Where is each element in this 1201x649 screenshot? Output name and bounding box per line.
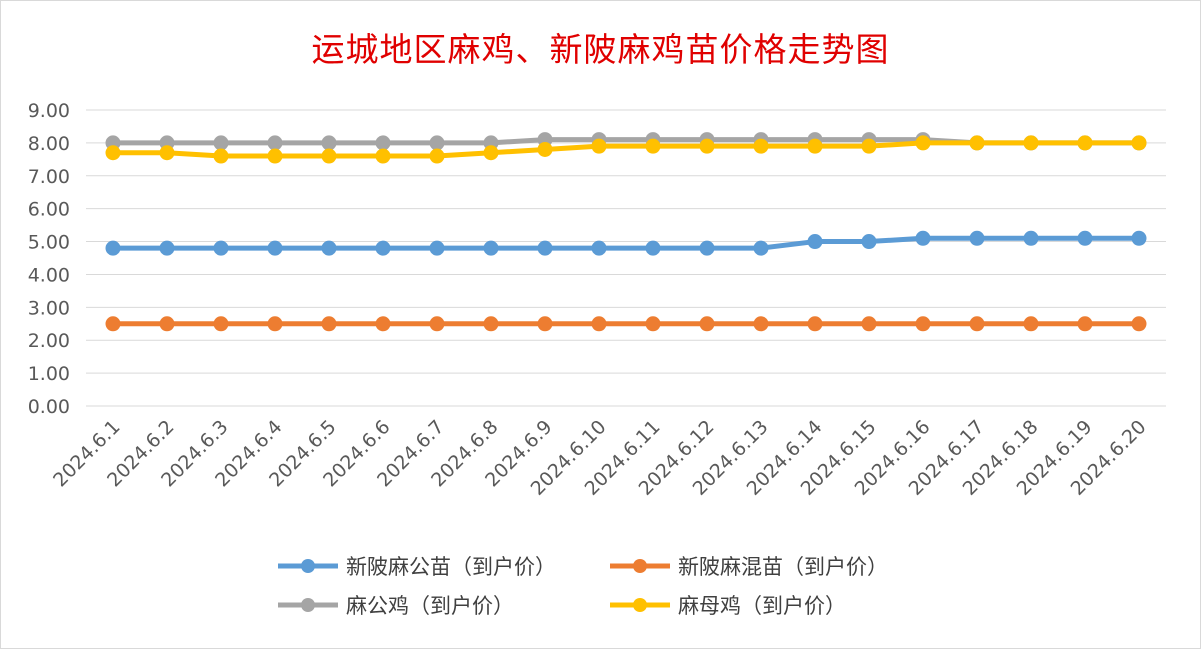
data-point: [375, 148, 391, 164]
data-point: [159, 240, 175, 256]
data-point: [753, 138, 769, 154]
data-point: [213, 316, 229, 332]
data-point: [213, 135, 229, 151]
data-point: [753, 316, 769, 332]
data-point: [321, 148, 337, 164]
y-tick-label: 0.00: [28, 396, 70, 418]
data-point: [591, 316, 607, 332]
data-point: [105, 145, 121, 161]
data-point: [267, 316, 283, 332]
data-point: [321, 316, 337, 332]
data-point: [375, 240, 391, 256]
legend-label: 新陂麻公苗（到户价）: [346, 555, 556, 579]
y-tick-label: 2.00: [28, 330, 70, 352]
data-point: [429, 148, 445, 164]
data-point: [969, 316, 985, 332]
data-point: [537, 141, 553, 157]
legend-label: 麻母鸡（到户价）: [678, 594, 846, 618]
data-point: [645, 316, 661, 332]
y-tick-label: 1.00: [28, 363, 70, 385]
chart-title: 运城地区麻鸡、新陂麻鸡苗价格走势图: [311, 30, 890, 69]
y-tick-label: 6.00: [28, 199, 70, 221]
data-point: [969, 230, 985, 246]
data-point: [483, 316, 499, 332]
data-point: [861, 234, 877, 250]
data-point: [267, 148, 283, 164]
data-point: [321, 135, 337, 151]
legend-swatch-marker: [633, 598, 647, 612]
data-point: [807, 138, 823, 154]
data-point: [159, 316, 175, 332]
data-point: [591, 138, 607, 154]
legend-label: 麻公鸡（到户价）: [346, 594, 514, 618]
y-tick-label: 5.00: [28, 232, 70, 254]
data-point: [483, 240, 499, 256]
data-point: [807, 234, 823, 250]
data-point: [1077, 230, 1093, 246]
y-tick-label: 7.00: [28, 166, 70, 188]
data-point: [267, 135, 283, 151]
data-point: [1077, 316, 1093, 332]
data-point: [429, 316, 445, 332]
data-point: [807, 316, 823, 332]
data-point: [375, 135, 391, 151]
data-point: [1131, 135, 1147, 151]
data-point: [861, 316, 877, 332]
data-point: [915, 230, 931, 246]
data-point: [699, 138, 715, 154]
data-point: [861, 138, 877, 154]
legend-swatch-marker: [633, 559, 647, 573]
data-point: [1023, 316, 1039, 332]
data-point: [645, 240, 661, 256]
y-tick-label: 8.00: [28, 133, 70, 155]
data-point: [1023, 230, 1039, 246]
data-point: [105, 240, 121, 256]
data-point: [915, 316, 931, 332]
data-point: [1131, 230, 1147, 246]
data-point: [321, 240, 337, 256]
data-point: [591, 240, 607, 256]
data-point: [645, 138, 661, 154]
data-point: [429, 135, 445, 151]
legend-swatch-marker: [301, 598, 315, 612]
data-point: [753, 240, 769, 256]
data-point: [429, 240, 445, 256]
series-line: [110, 235, 1142, 251]
data-point: [537, 240, 553, 256]
data-point: [915, 135, 931, 151]
data-point: [267, 240, 283, 256]
data-point: [969, 135, 985, 151]
legend-swatch-marker: [301, 559, 315, 573]
y-tick-label: 4.00: [28, 264, 70, 286]
data-point: [105, 316, 121, 332]
y-tick-label: 9.00: [28, 100, 70, 122]
data-point: [699, 316, 715, 332]
data-point: [483, 145, 499, 161]
y-tick-label: 3.00: [28, 297, 70, 319]
data-point: [1077, 135, 1093, 151]
data-point: [1131, 316, 1147, 332]
data-point: [159, 145, 175, 161]
data-point: [537, 316, 553, 332]
data-point: [1023, 135, 1039, 151]
data-point: [699, 240, 715, 256]
data-point: [375, 316, 391, 332]
legend-label: 新陂麻混苗（到户价）: [678, 555, 888, 579]
series-line: [110, 140, 1142, 159]
data-point: [213, 240, 229, 256]
data-point: [213, 148, 229, 164]
